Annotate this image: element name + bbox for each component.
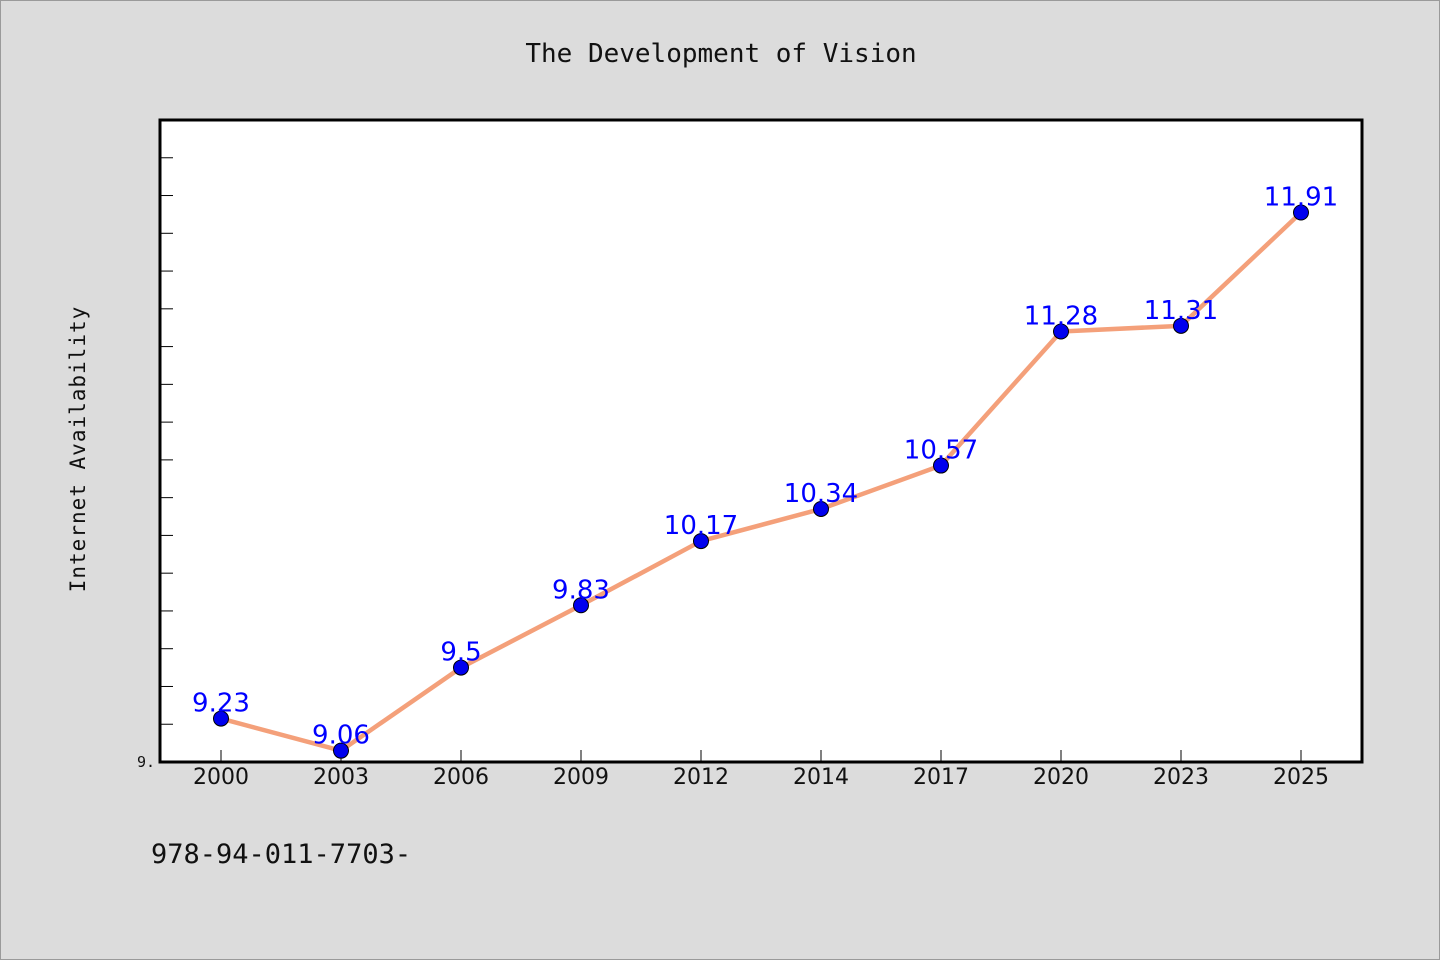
series-line (218, 210, 1304, 753)
x-axis-ticks: 2000 2003 2006 2009 2012 2014 2017 2020 2023 2025 (193, 750, 1329, 790)
data-point (333, 742, 349, 759)
data-label: 11.91 (1264, 183, 1338, 213)
data-point (213, 710, 229, 727)
x-tick-label: 2012 (673, 765, 729, 790)
data-label: 10.34 (784, 479, 858, 509)
chart-title: The Development of Vision (525, 39, 916, 69)
data-point (933, 457, 949, 474)
x-tick-label: 2017 (913, 765, 969, 790)
data-label: 10.57 (904, 436, 978, 466)
x-tick-label: 2020 (1033, 765, 1089, 790)
x-tick-label: 2006 (433, 765, 489, 790)
plot-area (158, 118, 1364, 764)
x-tick-label: 2009 (553, 765, 609, 790)
data-point (453, 659, 469, 676)
data-point (1173, 317, 1189, 334)
data-label: 11.31 (1144, 296, 1218, 326)
data-point (1053, 323, 1069, 340)
x-tick-label: 2014 (793, 765, 849, 790)
y-axis-label: Internet Availability (66, 306, 90, 593)
x-tick-label: 2023 (1153, 765, 1209, 790)
data-label: 9.23 (192, 689, 250, 719)
footer-text: 978-94-011-7703- (151, 839, 411, 870)
data-label: 9.06 (312, 721, 370, 751)
y-tick-label: 9. (137, 753, 155, 771)
data-label: 11.28 (1024, 301, 1098, 331)
x-tick-label: 2025 (1273, 765, 1329, 790)
data-point (693, 533, 709, 550)
data-label: 10.17 (664, 511, 738, 541)
data-point (1293, 204, 1309, 221)
data-point (573, 597, 589, 614)
x-tick-label: 2003 (313, 765, 369, 790)
data-label: 9.5 (440, 638, 481, 668)
x-tick-label: 2000 (193, 765, 249, 790)
data-point (813, 500, 829, 517)
data-label: 9.83 (552, 575, 610, 605)
y-axis-ticks (160, 157, 173, 725)
series-group: 9.23 9.06 9.5 9.83 10.17 10.34 10.57 11.28 11.31… (192, 183, 1338, 759)
